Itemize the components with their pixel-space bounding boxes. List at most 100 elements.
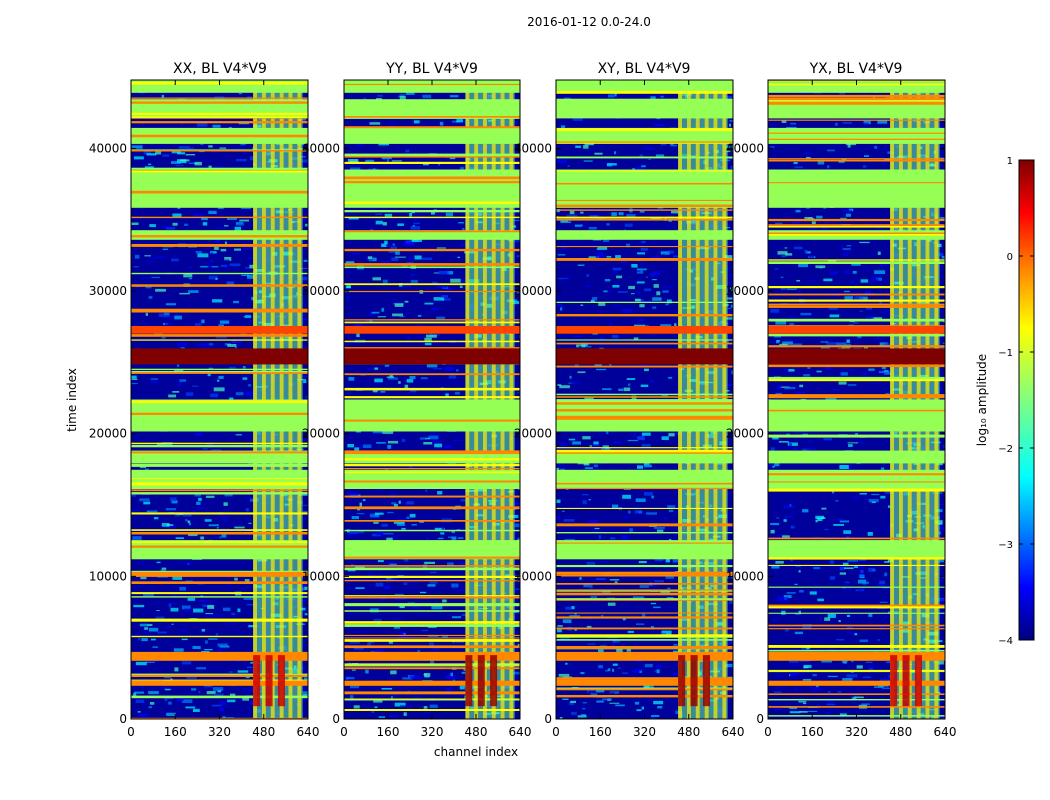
noise-cell: [672, 559, 678, 563]
y-tick-label: 20000: [514, 427, 552, 441]
noise-cell: [246, 603, 258, 606]
noise-cell: [155, 150, 162, 155]
colorbar-label: log₁₀ amplitude: [975, 354, 989, 446]
noise-cell: [591, 297, 598, 301]
noise-cell: [792, 343, 803, 347]
noise-cell: [600, 336, 604, 340]
noise-cell: [403, 582, 408, 585]
noise-cell: [357, 508, 361, 511]
noise-cell: [421, 629, 429, 632]
noise-cell: [172, 213, 182, 218]
noise-cell: [395, 256, 406, 258]
noise-cell: [131, 494, 136, 497]
noise-cell: [795, 209, 801, 213]
rfi-line: [344, 290, 520, 293]
noise-cell: [601, 614, 604, 618]
noise-cell: [167, 315, 177, 319]
rfi-line: [556, 426, 733, 430]
noise-cell: [354, 646, 364, 650]
noise-cell: [187, 147, 195, 149]
noise-cell: [405, 91, 415, 95]
noise-cell: [196, 501, 201, 505]
noise-cell: [574, 224, 583, 227]
noise-cell: [219, 536, 222, 539]
noise-cell: [788, 659, 799, 663]
noise-cell: [174, 514, 180, 517]
noise-cell: [375, 213, 383, 215]
noise-cell: [873, 337, 884, 340]
noise-cell: [407, 256, 415, 261]
noise-cell: [840, 245, 844, 250]
noise-cell: [781, 255, 787, 257]
noise-cell: [148, 706, 152, 709]
rfi-line: [131, 695, 308, 699]
rfi-line: [344, 321, 520, 324]
noise-cell: [557, 625, 563, 627]
noise-cell: [631, 676, 637, 678]
flagged-band: [556, 99, 733, 119]
noise-cell: [661, 395, 668, 397]
noise-cell: [868, 664, 875, 669]
noise-cell: [193, 320, 199, 323]
noise-cell: [643, 288, 652, 292]
noise-cell: [354, 447, 360, 451]
noise-cell: [670, 579, 673, 583]
noise-cell: [235, 392, 244, 396]
noise-cell: [373, 521, 379, 524]
rfi-line: [344, 216, 520, 219]
noise-cell: [201, 629, 205, 632]
flagged-band: [556, 540, 733, 560]
noise-cell: [663, 517, 668, 520]
rfi-line: [131, 339, 308, 341]
noise-cell: [616, 275, 623, 279]
noise-cell: [567, 165, 570, 168]
noise-cell: [429, 581, 438, 584]
noise-cell: [237, 670, 249, 673]
noise-cell: [776, 385, 782, 390]
rfi-line: [131, 512, 308, 515]
noise-cell: [789, 672, 798, 677]
noise-cell: [441, 526, 445, 530]
noise-cell: [405, 392, 417, 394]
noise-cell: [861, 375, 873, 378]
noise-cell: [666, 299, 672, 304]
strong-band: [556, 348, 733, 365]
noise-cell: [854, 566, 858, 568]
noise-cell: [369, 513, 380, 518]
noise-cell: [884, 527, 894, 529]
noise-cell: [637, 252, 645, 255]
noise-cell: [812, 674, 817, 677]
noise-cell: [387, 511, 394, 514]
panel-yx: YX, BL V4*V9 0 160 320 480 64001000020000300…: [726, 61, 957, 739]
noise-cell: [610, 537, 616, 540]
noise-cell: [376, 442, 386, 444]
rfi-line: [556, 574, 733, 577]
noise-cell: [221, 534, 227, 538]
noise-cell: [938, 346, 945, 350]
noise-cell: [236, 221, 243, 225]
noise-cell: [863, 120, 871, 125]
noise-cell: [627, 439, 638, 442]
noise-cell: [154, 517, 159, 520]
noise-cell: [944, 386, 945, 391]
noise-cell: [615, 704, 625, 707]
noise-cell: [348, 679, 356, 680]
flagged-band: [556, 399, 733, 432]
noise-cell: [724, 255, 733, 259]
noise-cell: [406, 261, 414, 264]
noise-cell: [772, 465, 775, 468]
noise-cell: [168, 701, 172, 705]
noise-cell: [223, 586, 231, 588]
noise-cell: [151, 276, 160, 278]
noise-cell: [655, 93, 665, 97]
noise-cell: [402, 677, 413, 680]
rfi-line: [768, 612, 945, 614]
noise-cell: [175, 313, 180, 316]
noise-cell: [419, 521, 424, 523]
noise-cell: [513, 240, 518, 242]
noise-cell: [150, 380, 160, 383]
noise-cell: [207, 264, 212, 268]
noise-cell: [652, 306, 657, 309]
noise-cell: [353, 705, 360, 709]
noise-cell: [560, 220, 571, 223]
